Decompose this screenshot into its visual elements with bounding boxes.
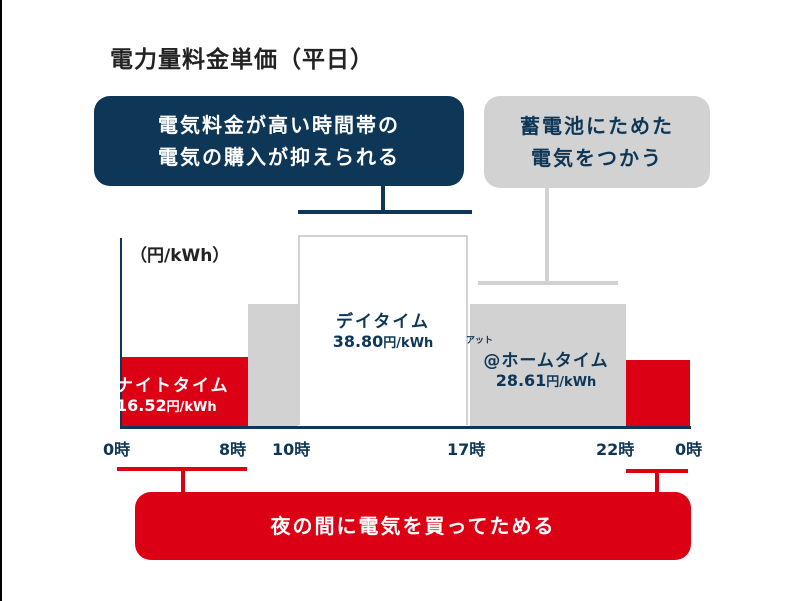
day-label: デイタイム 38.80円/kWh: [298, 307, 468, 351]
bar-home-am: [248, 304, 298, 427]
bar-home-pm: [470, 304, 626, 427]
bar-night-am: [122, 357, 248, 427]
night-callout-text: 夜の間に電気を買ってためる: [270, 514, 556, 538]
night-value-line: 16.52円/kWh: [116, 396, 250, 415]
daytime-connector: [381, 186, 385, 212]
x-axis: [120, 426, 691, 429]
tick-8h: 8時: [219, 440, 247, 459]
home-label: アット @ホームタイム 28.61円/kWh: [466, 333, 626, 390]
battery-callout-line1: 蓄電池にためた: [520, 114, 674, 138]
tick-17h: 17時: [447, 440, 486, 459]
battery-callout-line2: 電気をつかう: [531, 146, 663, 170]
day-value: 38.80: [332, 332, 384, 351]
battery-connector: [545, 188, 549, 284]
chart-title: 電力量料金単価（平日）: [110, 47, 374, 73]
left-border: [0, 0, 2, 601]
tick-22h: 22時: [596, 440, 635, 459]
night-unit: 円/kWh: [166, 400, 217, 415]
home-ruby: アット: [466, 336, 494, 346]
night-connector-pm: [655, 471, 659, 493]
home-value: 28.61: [495, 371, 547, 390]
battery-callout: 蓄電池にためた 電気をつかう: [484, 96, 710, 188]
night-name: ナイトタイム: [116, 376, 230, 396]
daytime-bracket: [298, 210, 472, 214]
tick-10h: 10時: [272, 440, 311, 459]
night-label: ナイトタイム 16.52円/kWh: [116, 371, 250, 415]
day-name: デイタイム: [336, 312, 430, 332]
tick-0h: 0時: [103, 440, 131, 459]
home-value-line: 28.61円/kWh: [466, 371, 626, 390]
bar-day: [298, 235, 468, 425]
night-connector-am: [181, 469, 185, 493]
daytime-callout-line2: 電気の購入が抑えられる: [158, 145, 400, 169]
day-unit: 円/kWh: [383, 336, 434, 351]
battery-bracket: [478, 281, 618, 285]
y-axis: [120, 238, 122, 428]
night-callout: 夜の間に電気を買ってためる: [135, 492, 691, 560]
tick-24h: 0時: [675, 440, 703, 459]
daytime-callout: 電気料金が高い時間帯の 電気の購入が抑えられる: [94, 96, 464, 186]
home-unit: 円/kWh: [546, 375, 597, 390]
home-name: @ホームタイム: [483, 351, 609, 371]
bar-night-pm: [626, 360, 690, 427]
y-axis-unit: （円/kWh）: [130, 246, 230, 266]
day-value-line: 38.80円/kWh: [298, 332, 468, 351]
daytime-callout-line1: 電気料金が高い時間帯の: [158, 113, 400, 137]
night-value: 16.52: [116, 396, 167, 415]
